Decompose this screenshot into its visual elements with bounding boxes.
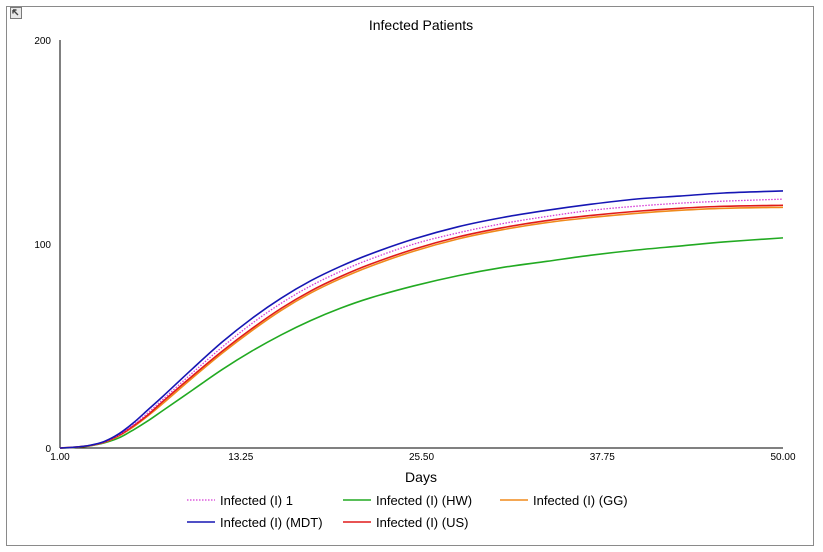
series-line-4 <box>59 204 784 449</box>
axes <box>59 40 783 449</box>
y-tick-label: 0 <box>45 444 51 455</box>
legend: Infected (I) 1 Infected (I) (HW) Infected … <box>187 493 628 530</box>
series-line-1 <box>59 237 784 449</box>
x-tick-label: 13.25 <box>228 452 253 463</box>
legend-label: Infected (I) (HW) <box>376 493 472 508</box>
series-line-0 <box>59 198 784 449</box>
legend-label: Infected (I) 1 <box>220 493 293 508</box>
x-tick-label: 1.00 <box>50 452 70 463</box>
expand-button[interactable] <box>10 7 22 19</box>
series-lines <box>59 190 784 449</box>
tick-labels: 1.00 13.25 25.50 37.75 50.00 0 100 200 <box>34 36 796 463</box>
expand-icon <box>12 9 19 16</box>
x-tick-label: 50.00 <box>770 452 795 463</box>
x-tick-label: 25.50 <box>409 452 434 463</box>
legend-label: Infected (I) (US) <box>376 515 468 530</box>
x-tick-label: 37.75 <box>590 452 615 463</box>
y-tick-label: 200 <box>34 36 51 47</box>
y-tick-label: 100 <box>34 240 51 251</box>
series-line-3 <box>59 190 784 449</box>
chart-title: Infected Patients <box>369 17 473 33</box>
chart-frame <box>6 6 814 546</box>
x-axis-label: Days <box>405 469 437 485</box>
legend-label: Infected (I) (MDT) <box>220 515 323 530</box>
legend-label: Infected (I) (GG) <box>533 493 628 508</box>
series-line-2 <box>59 206 784 449</box>
